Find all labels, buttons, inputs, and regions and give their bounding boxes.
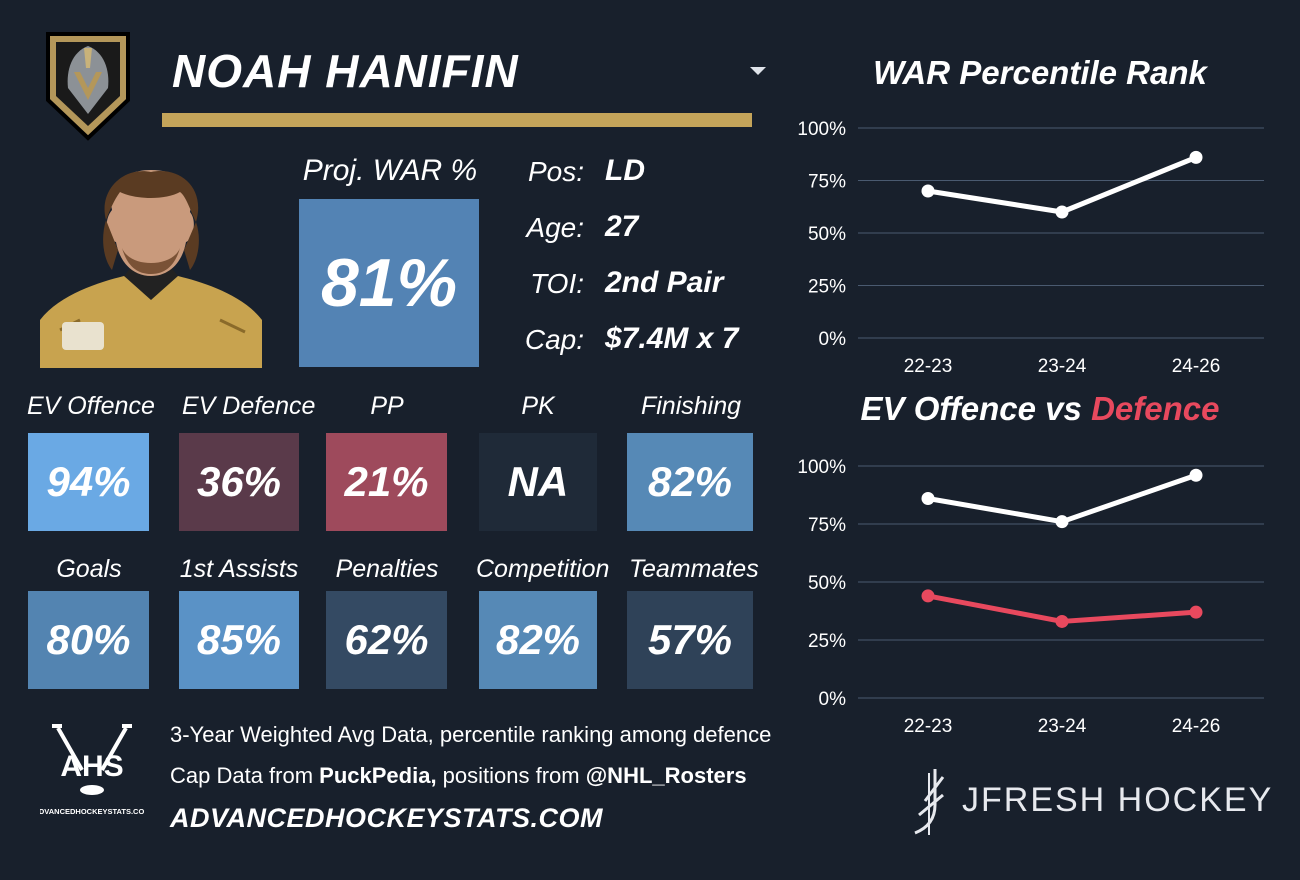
- chart2-ytick: 25%: [808, 631, 846, 652]
- tile-label-penalties: Penalties: [335, 555, 439, 583]
- nhl-rosters-link[interactable]: @NHL_Rosters: [585, 763, 747, 788]
- tile-pk: NA: [479, 433, 597, 531]
- ahs-logo: AHS ADVANCEDHOCKEYSTATS.COM: [40, 724, 144, 816]
- chart2-series-0-line: [927, 472, 1197, 525]
- chart2-series-1-point: [1055, 614, 1069, 628]
- chart2-ev-offence-defence: 0% 25% 50% 75% 100% 22-23 23-24 24-26: [797, 457, 1264, 737]
- toi-label: TOI:: [530, 268, 584, 299]
- footer-sources: Cap Data from PuckPedia, positions from …: [170, 763, 747, 789]
- jfresh-logo-icon: [914, 769, 945, 835]
- chart2-series-1-point: [921, 589, 935, 603]
- tile-goals: 80%: [28, 591, 149, 689]
- proj-war-label: Proj. WAR %: [302, 154, 478, 187]
- chart2-xtick: 24-26: [1172, 716, 1221, 737]
- chart2-series-1-point: [1189, 605, 1203, 619]
- footer-sources-a: Cap Data from: [170, 763, 320, 788]
- chart1-title: WAR Percentile Rank: [873, 54, 1207, 91]
- tile-label-finishing: Finishing: [640, 392, 742, 420]
- brand-name: JFRESH HOCKEY: [962, 781, 1274, 819]
- chart2-series-0-point: [1189, 468, 1203, 482]
- chart1-xtick: 23-24: [1038, 356, 1087, 377]
- footer-sources-c: positions from: [436, 763, 586, 788]
- gold-divider: [162, 113, 752, 127]
- tile-teammates: 57%: [627, 591, 753, 689]
- age-value: 27: [605, 210, 639, 243]
- ahs-logo-sub: ADVANCEDHOCKEYSTATS.COM: [40, 807, 144, 816]
- tile-ev-defence: 36%: [179, 433, 299, 531]
- tile-penalties: 62%: [326, 591, 447, 689]
- tile-label-ev-defence: EV Defence: [182, 392, 316, 420]
- chart1-series-0-point: [1055, 205, 1069, 219]
- tile-competition: 82%: [479, 591, 597, 689]
- ahs-logo-text: AHS: [60, 750, 123, 783]
- chart2-title: EV Offence vs Defence: [830, 390, 1250, 428]
- chart1-xtick: 22-23: [904, 356, 953, 377]
- chart1-ytick: 75%: [808, 172, 846, 193]
- site-url[interactable]: ADVANCEDHOCKEYSTATS.COM: [170, 803, 604, 833]
- chart1-war-percentile: 0% 25% 50% 75% 100% 22-23 23-24 24-26: [797, 119, 1264, 377]
- chart2-ytick: 75%: [808, 515, 846, 536]
- chart2-ytick: 50%: [808, 573, 846, 594]
- footer-note: 3-Year Weighted Avg Data, percentile ran…: [170, 722, 772, 747]
- tile-pp: 21%: [326, 433, 447, 531]
- cap-value: $7.4M x 7: [605, 322, 739, 355]
- tile-label-1st-assists: 1st Assists: [179, 555, 299, 583]
- chart2-title-b: Defence: [1091, 390, 1220, 427]
- chart2-title-a: EV Offence vs: [860, 390, 1092, 427]
- chart1-ytick: 100%: [797, 119, 846, 140]
- chart2-series-0-point: [1055, 515, 1069, 529]
- tile-1st-assists: 85%: [179, 591, 299, 689]
- tile-label-teammates: Teammates: [629, 555, 759, 583]
- age-label: Age:: [526, 212, 584, 243]
- cap-label: Cap:: [524, 324, 584, 355]
- chart1-series-0-point: [921, 184, 935, 198]
- chart1-ytick: 25%: [808, 277, 846, 298]
- chart1-series-0-line: [927, 155, 1197, 215]
- chart1-series-0-point: [1189, 150, 1203, 164]
- chart2-xtick: 22-23: [904, 716, 953, 737]
- team-logo: [46, 32, 130, 141]
- proj-war-value: 81%: [299, 199, 479, 367]
- chart1-xtick: 24-26: [1172, 356, 1221, 377]
- tile-label-pk: PK: [521, 392, 555, 420]
- chart2-ytick: 0%: [819, 689, 847, 710]
- chart1-ytick: 0%: [819, 329, 847, 350]
- position-value: LD: [605, 154, 645, 187]
- toi-value: 2nd Pair: [605, 266, 724, 299]
- tile-label-goals: Goals: [56, 555, 122, 583]
- chart1-ytick: 50%: [808, 224, 846, 245]
- chevron-down-icon[interactable]: [750, 67, 766, 75]
- tile-ev-offence: 94%: [28, 433, 149, 531]
- tile-label-pp: PP: [370, 392, 404, 420]
- player-photo: [40, 170, 262, 368]
- chart2-series-0-point: [921, 491, 935, 505]
- tile-label-ev-offence: EV Offence: [27, 392, 155, 420]
- puckpedia-link[interactable]: PuckPedia,: [319, 763, 437, 788]
- tile-label-competition: Competition: [476, 555, 610, 583]
- player-name: NOAH HANIFIN: [172, 45, 519, 97]
- position-label: Pos:: [527, 156, 584, 187]
- chart2-ytick: 100%: [797, 457, 846, 478]
- chart2-xtick: 23-24: [1038, 716, 1087, 737]
- tile-finishing: 82%: [627, 433, 753, 531]
